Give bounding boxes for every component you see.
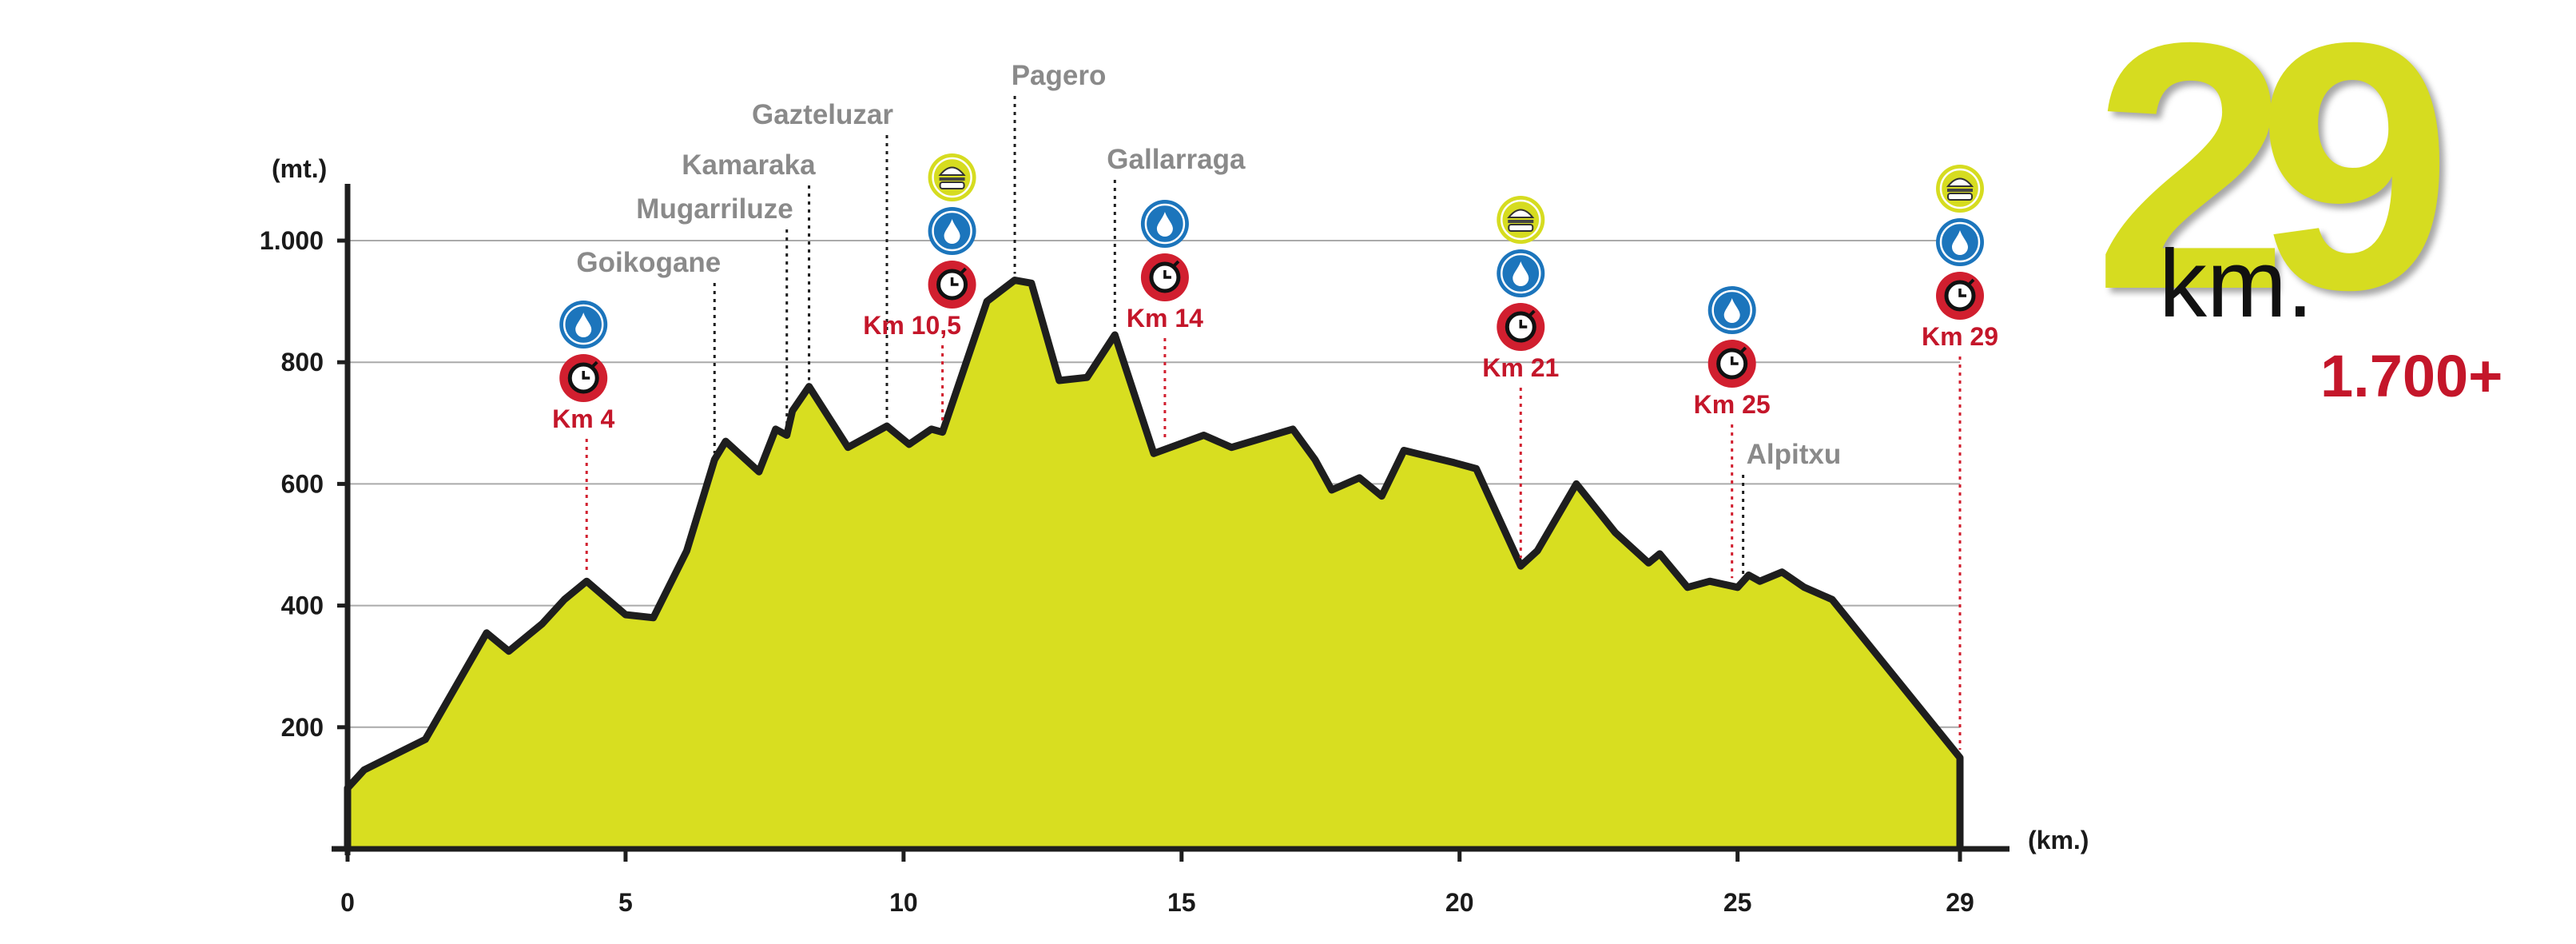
water-drop [1952, 230, 1968, 255]
water-drop [575, 313, 592, 337]
food-icon [1936, 165, 1984, 213]
axes [332, 184, 2010, 862]
x-tick-label: 25 [1723, 888, 1752, 917]
x-axis-label: (km.) [2028, 826, 2089, 854]
timer-icon [1140, 253, 1189, 301]
water-icon [1497, 249, 1545, 297]
aid-station: Km 10,5 [863, 153, 976, 424]
profile-fill [348, 280, 1960, 849]
food-icon-ring [1939, 168, 1981, 209]
timer-button [1968, 278, 1975, 285]
timer-icon [1936, 272, 1984, 320]
place-label: Goikogane [576, 247, 721, 278]
place-labels: Goikogane Mugarriluze Kamaraka Gazteluzar Pa… [576, 60, 1841, 470]
distance-unit: km. [2159, 230, 2313, 337]
y-tick-label: 1.000 [260, 226, 324, 255]
water-drop [1723, 298, 1740, 323]
water-icon [559, 301, 608, 349]
aid-station: Km 14 [1127, 200, 1203, 442]
aid-station: Km 21 [1482, 196, 1559, 559]
timer-button [591, 360, 598, 368]
timer-icon [1707, 340, 1756, 388]
timer-hands [950, 277, 959, 286]
water-icon-ring [1501, 253, 1541, 294]
water-icon-ring [1939, 221, 1981, 263]
water-icon-ring [563, 304, 604, 345]
distance-number: 29 [2093, 0, 2443, 363]
place-label: Kamaraka [682, 149, 816, 181]
burger-patty [1508, 220, 1534, 223]
x-tick-label: 29 [1946, 888, 1974, 917]
timer-icon [1497, 303, 1545, 351]
aid-station: Km 25 [1694, 286, 1771, 579]
water-icon-ring [1711, 289, 1752, 331]
y-tick-label: 600 [281, 469, 324, 498]
water-icon [1140, 200, 1189, 248]
y-axis-label: (mt.) [272, 154, 327, 183]
water-icon [928, 207, 976, 255]
burger-patty [1947, 189, 1973, 192]
food-icon-ring [1501, 199, 1541, 241]
place-label: Alpitxu [1747, 439, 1842, 470]
timer-button [960, 267, 967, 274]
burger-patty [939, 177, 965, 181]
water-icon [1936, 218, 1984, 266]
water-icon-ring [1144, 203, 1186, 245]
timer-hands [1730, 356, 1739, 365]
burger-top [1946, 177, 1974, 187]
water-drop [1156, 212, 1173, 237]
timer-hands [1958, 289, 1966, 297]
y-tick-labels: 200 400 600 800 1.000 [260, 226, 324, 742]
water-icon [1707, 286, 1756, 334]
food-icon-ring [932, 157, 972, 198]
water-drop [1513, 261, 1529, 286]
food-icon [928, 153, 976, 201]
burger-bottom [1947, 193, 1973, 201]
burger-bottom [939, 181, 965, 189]
aid-station-km-label: Km 25 [1694, 390, 1771, 419]
x-tick-label: 10 [889, 888, 918, 917]
profile-outline [344, 277, 1964, 849]
timer-hands [1163, 270, 1171, 279]
elevation-gain: 1.700+ [2320, 343, 2502, 409]
place-label: Gazteluzar [752, 99, 893, 130]
aid-station-km-label: Km 21 [1482, 353, 1559, 382]
x-tick-label: 5 [618, 888, 633, 917]
burger-top [1507, 209, 1535, 218]
food-icon [1497, 196, 1545, 244]
x-tick-label: 0 [340, 888, 355, 917]
aid-station-km-label: Km 4 [552, 404, 614, 433]
x-tick-label: 20 [1445, 888, 1474, 917]
x-tick-labels: 0 5 10 15 20 25 29 [340, 888, 1974, 917]
profile-area [344, 277, 1964, 849]
burger-bottom [1508, 224, 1534, 232]
place-label: Pagero [1012, 60, 1107, 91]
timer-button [1529, 309, 1536, 317]
water-drop [944, 219, 960, 244]
place-label: Gallarraga [1107, 144, 1246, 175]
place-label: Mugarriluze [636, 193, 793, 225]
timer-hands [1519, 320, 1528, 329]
timer-icon [559, 354, 608, 402]
y-tick-label: 800 [281, 348, 324, 376]
water-icon-ring [932, 210, 972, 252]
y-tick-label: 200 [281, 713, 324, 742]
timer-hands [582, 371, 590, 380]
aid-station-km-label: Km 29 [1922, 322, 1998, 351]
timer-button [1173, 260, 1180, 267]
aid-station: Km 29 [1922, 165, 1998, 750]
x-tick-label: 15 [1167, 888, 1196, 917]
y-tick-label: 400 [281, 591, 324, 620]
timer-button [1740, 346, 1747, 353]
aid-station-km-label: Km 14 [1127, 304, 1203, 333]
timer-icon [928, 261, 976, 309]
leader-lines [713, 96, 1745, 576]
aid-station: Km 4 [552, 301, 615, 574]
aid-stations: Km 4 Km 10,5 Km 14 Km 21 Km 25 Km 29 [552, 153, 1998, 750]
aid-station-km-label: Km 10,5 [863, 311, 961, 340]
burger-top [938, 166, 966, 176]
